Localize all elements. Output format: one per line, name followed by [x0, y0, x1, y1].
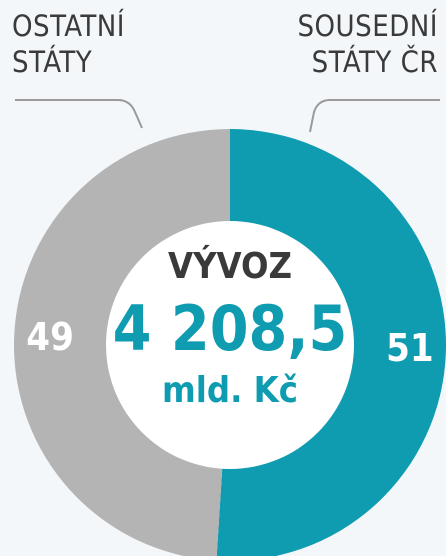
value-label: 51 — [386, 326, 434, 370]
value-label: 49 — [26, 315, 74, 359]
leader-line — [309, 99, 440, 133]
category-label: OSTATNÍ STÁTY — [12, 9, 126, 79]
category-label: SOUSEDNÍ STÁTY ČR — [297, 9, 438, 79]
center-title: VÝVOZ — [168, 244, 292, 287]
center-total: 4 208,5 — [113, 292, 348, 365]
center-unit: mld. Kč — [162, 370, 298, 411]
leader-line — [15, 99, 143, 129]
donut-hole — [106, 221, 354, 469]
